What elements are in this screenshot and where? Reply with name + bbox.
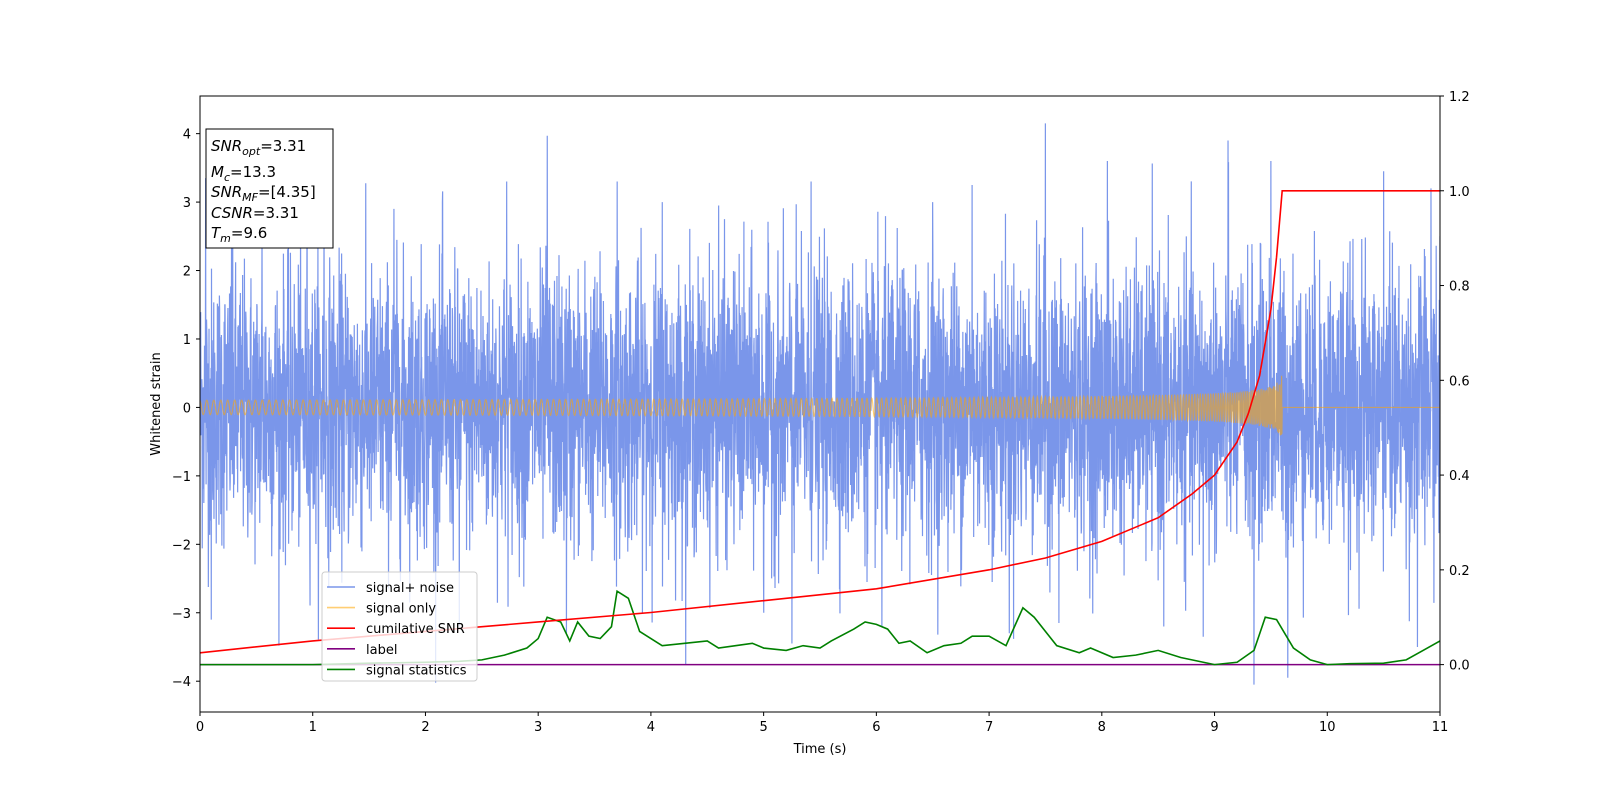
y-tick-label: 0	[183, 401, 191, 416]
x-tick-label: 4	[647, 720, 655, 735]
info-snr-mf: SNRMF=[4.35]	[211, 183, 316, 204]
y-axis-right: 0.0 0.2 0.4 0.6 0.8 1.0 1.2	[1440, 90, 1470, 674]
y2-tick-label: 0.2	[1449, 564, 1470, 579]
x-axis-label: Time (s)	[793, 742, 847, 757]
legend-label: signal statistics	[366, 663, 467, 678]
series-cumulative-snr	[200, 189, 1440, 654]
y2-tick-label: 1.2	[1449, 90, 1470, 105]
y-tick-label: 4	[183, 128, 191, 143]
x-axis: 0 1 2 3 4 5 6 7 8 9 10 11	[196, 712, 1448, 735]
series-signal-statistics	[200, 589, 1440, 666]
legend-label: cumilative SNR	[366, 622, 465, 637]
y2-tick-label: 1.0	[1449, 185, 1470, 200]
x-tick-label: 5	[759, 720, 767, 735]
y-tick-label: −2	[172, 538, 191, 553]
info-csnr: CSNR=3.31	[211, 204, 299, 222]
x-tick-label: 2	[421, 720, 429, 735]
x-tick-label: 8	[1098, 720, 1106, 735]
legend-frame	[321, 571, 478, 682]
x-tick-label: 1	[309, 720, 317, 735]
y2-tick-label: 0.8	[1449, 280, 1470, 295]
legend-label: signal only	[366, 602, 436, 617]
x-tick-label: 10	[1319, 720, 1336, 735]
x-tick-label: 6	[872, 720, 880, 735]
x-tick-label: 7	[985, 720, 993, 735]
legend: signal+ noise signal only cumilative SNR la…	[321, 571, 478, 682]
y2-tick-label: 0.6	[1449, 374, 1470, 389]
y2-tick-label: 0.4	[1449, 469, 1470, 484]
y-tick-label: 3	[183, 196, 191, 211]
axes-frame	[199, 95, 1441, 713]
y2-tick-label: 0.0	[1449, 659, 1470, 674]
y-tick-label: 2	[183, 265, 191, 280]
legend-label: signal+ noise	[366, 581, 454, 596]
y-tick-label: −1	[172, 470, 191, 485]
y-tick-label: −3	[172, 607, 191, 622]
legend-label: label	[366, 643, 397, 658]
y-axis-left: −4 −3 −2 −1 0 1 2 3 4	[172, 128, 200, 690]
y-tick-label: −4	[172, 675, 191, 690]
info-mc: Mc=13.3	[211, 163, 276, 184]
y-axis-label: Whitened strain	[149, 352, 164, 455]
info-box: SNRopt=3.31 Mc=13.3 SNRMF=[4.35] CSNR=3.…	[205, 128, 334, 249]
x-tick-label: 9	[1210, 720, 1218, 735]
x-tick-label: 3	[534, 720, 542, 735]
info-tm: Tm=9.6	[211, 224, 267, 245]
x-tick-label: 0	[196, 720, 204, 735]
info-box-frame	[205, 128, 334, 249]
series-signal-only	[200, 375, 1440, 436]
y-tick-label: 1	[183, 333, 191, 348]
x-tick-label: 11	[1432, 720, 1449, 735]
info-snr-opt: SNRopt=3.31	[211, 137, 306, 158]
